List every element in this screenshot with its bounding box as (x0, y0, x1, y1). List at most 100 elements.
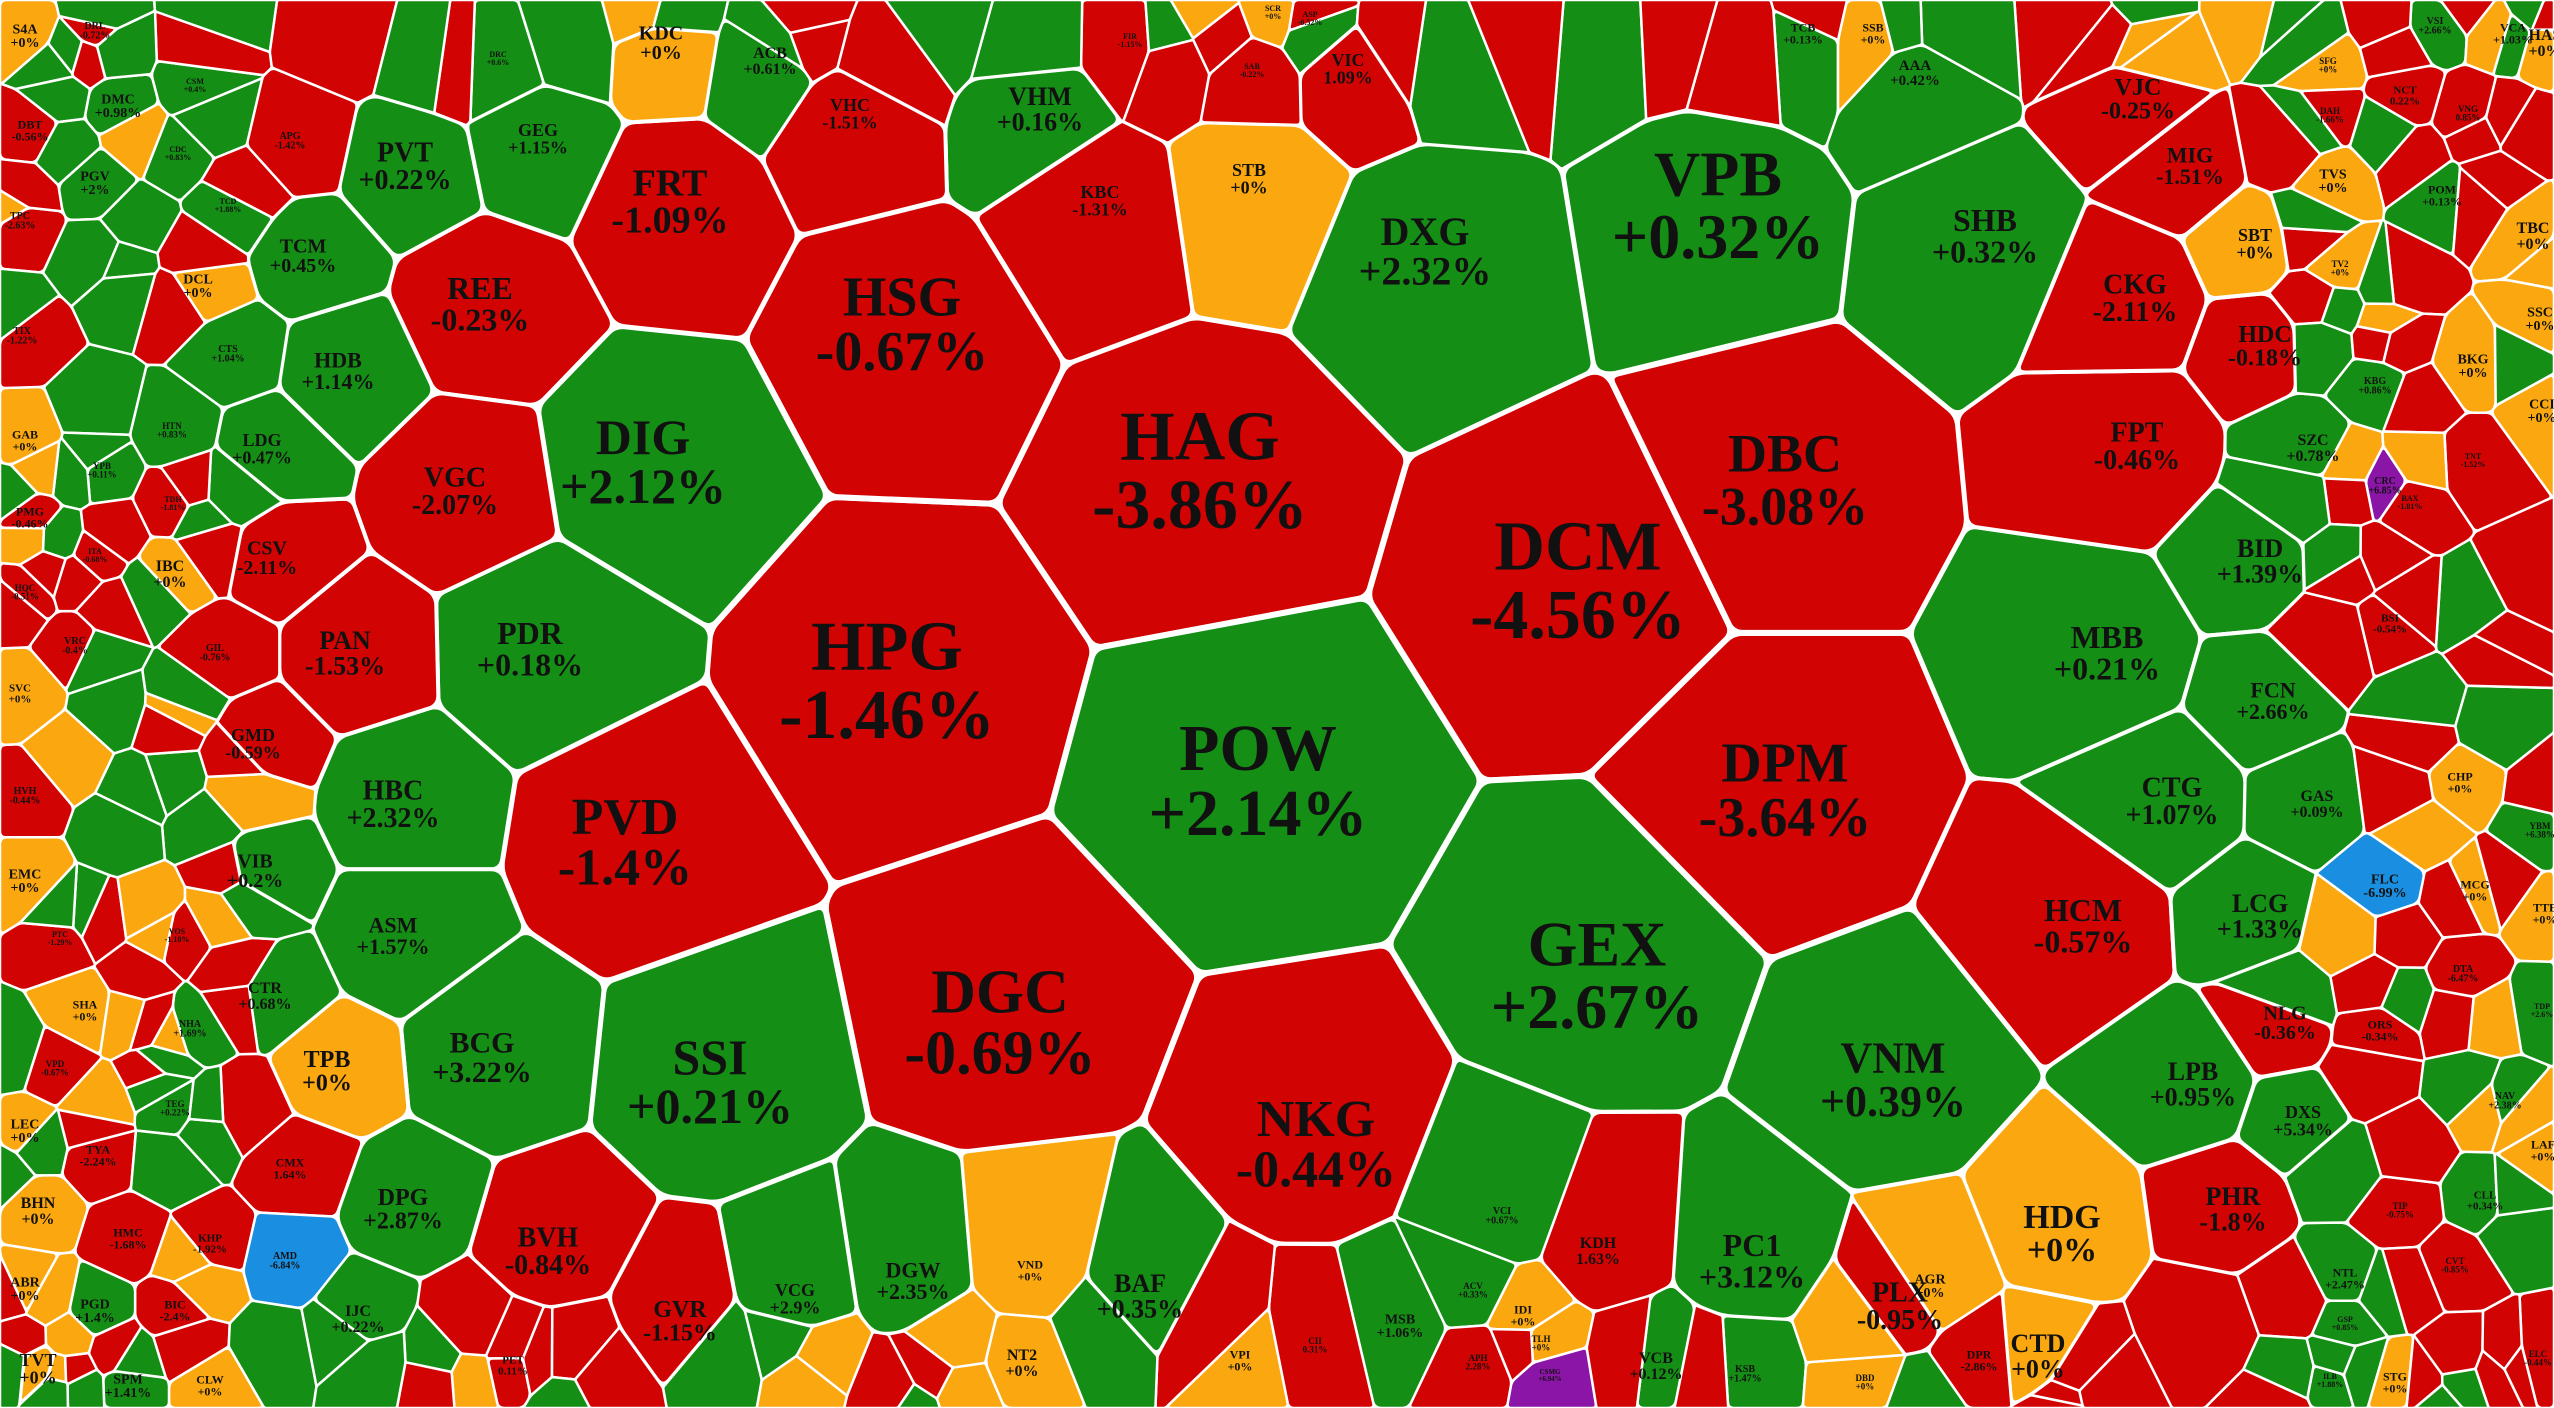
cell-minor (2373, 902, 2444, 969)
change-label: -6.84% (270, 1261, 301, 1272)
ticker-label: SZC (2297, 432, 2328, 449)
change-label: -1.4% (558, 840, 692, 897)
ticker-label: DRL (84, 21, 105, 32)
ticker-label: LAF (2531, 1138, 2554, 1152)
ticker-label: KHP (198, 1233, 222, 1245)
cell-minor (0, 579, 49, 650)
cell-dpr[interactable] (1928, 1292, 2013, 1408)
change-label: +0% (2526, 319, 2554, 334)
ticker-label: SPM (113, 1372, 143, 1387)
cell-minor (2374, 122, 2453, 210)
cell-nkg[interactable] (1141, 942, 1459, 1248)
ticker-label: HQC (15, 583, 36, 593)
ticker-label: SVC (9, 683, 31, 695)
change-label: +1.15% (508, 137, 568, 157)
change-label: -2.11% (2093, 297, 2178, 328)
ticker-label: VND (1017, 1258, 1043, 1272)
cell-minor (1879, 0, 1924, 54)
change-label: +0.4% (184, 85, 207, 94)
change-label: +0.09% (2290, 804, 2343, 821)
cell-minor (19, 860, 79, 929)
change-label: +1.47% (1728, 1374, 1761, 1385)
ticker-label: CLL (2474, 1190, 2497, 1202)
change-label: +2.67% (1491, 971, 1703, 1042)
ticker-label: PLX (1872, 1278, 1928, 1309)
change-label: +2.35% (876, 1279, 949, 1304)
change-label: +2.32% (1359, 248, 1492, 293)
cell-ssc[interactable] (2471, 278, 2554, 354)
change-label: +0.68% (238, 996, 291, 1013)
change-label: 2.28% (1466, 1362, 1491, 1372)
ticker-label: TDP (2534, 1002, 2550, 1011)
ticker-label: FLC (2371, 872, 2399, 887)
cell-minor (300, 1298, 369, 1387)
ticker-label: DTA (2453, 964, 2474, 975)
change-label: -0.76% (200, 653, 231, 664)
change-label: 0.22% (2390, 95, 2420, 107)
ticker-label: TIP (2392, 1201, 2408, 1211)
change-label: +0.11% (87, 470, 116, 480)
ticker-label: TCM (280, 236, 327, 258)
cell-minor (2359, 26, 2433, 79)
ticker-label: CMX (276, 1156, 305, 1170)
cell-vnd[interactable] (960, 1133, 1119, 1319)
cell-minor (661, 1300, 763, 1408)
change-label: +0% (2319, 181, 2348, 196)
change-label: -1.51% (822, 112, 878, 132)
ticker-label: VNG (2458, 104, 2478, 114)
change-label: -0.56% (12, 129, 49, 143)
cell-minor (0, 1313, 48, 1357)
cell-minor (372, 0, 452, 114)
cell-ssb[interactable] (1836, 0, 1894, 112)
ticker-label: NKG (1257, 1091, 1375, 1148)
cell-tdp[interactable] (2508, 959, 2554, 1068)
change-label: -0.36% (2254, 1022, 2316, 1044)
ticker-label: ILB (2323, 1372, 2337, 1381)
ticker-label: APH (1469, 1353, 1488, 1363)
ticker-label: IJC (345, 1303, 371, 1320)
ticker-label: POM (2428, 183, 2456, 197)
cell-minor (1919, 0, 2023, 100)
ticker-label: PDR (497, 615, 564, 651)
ticker-label: AAA (1899, 58, 1932, 74)
change-label: +1.07% (2126, 800, 2219, 831)
ticker-label: TPB (304, 1047, 351, 1073)
change-label: +0.83% (157, 430, 187, 440)
cell-agr[interactable] (1851, 1173, 2007, 1331)
change-label: 1.63% (1576, 1251, 1620, 1268)
ticker-label: CTR (248, 980, 282, 997)
ticker-label: STG (2383, 1370, 2407, 1384)
change-label: -1.29% (48, 938, 73, 947)
ticker-label: TVS (2319, 167, 2346, 182)
cell-minor (60, 431, 133, 471)
change-label: +2.12% (560, 458, 726, 514)
change-label: +1.41% (105, 1386, 151, 1401)
change-label: -1.81% (2398, 502, 2423, 511)
ticker-label: GIL (206, 643, 225, 654)
ticker-label: KBC (1080, 182, 1119, 202)
cell-minor (1685, 0, 1782, 127)
change-label: -1.18% (165, 935, 190, 944)
cell-ksb[interactable] (1721, 1314, 1808, 1408)
ticker-label: TNT (2465, 452, 2482, 461)
ticker-label: DRC (489, 50, 507, 59)
cell-gil[interactable] (158, 596, 281, 699)
ticker-label: LCG (2232, 889, 2288, 918)
ticker-label: CSV (247, 538, 288, 560)
ticker-label: LPB (2168, 1057, 2219, 1086)
ticker-label: LEC (11, 1117, 40, 1132)
change-label: -0.75% (2386, 1210, 2414, 1220)
ticker-label: GEX (1528, 908, 1667, 979)
cell-vci[interactable] (1395, 1059, 1594, 1265)
cell-minor (884, 0, 994, 96)
cell-minor (2358, 1246, 2409, 1339)
ticker-label: SSC (2527, 305, 2553, 320)
cell-dah[interactable] (2300, 87, 2366, 148)
change-label: +0% (184, 286, 213, 301)
ticker-label: REE (447, 270, 513, 306)
change-label: +0.21% (627, 1078, 793, 1134)
cell-minor (2347, 650, 2468, 728)
cell-minor (2380, 966, 2435, 1034)
change-label: +2.87% (363, 1209, 443, 1235)
